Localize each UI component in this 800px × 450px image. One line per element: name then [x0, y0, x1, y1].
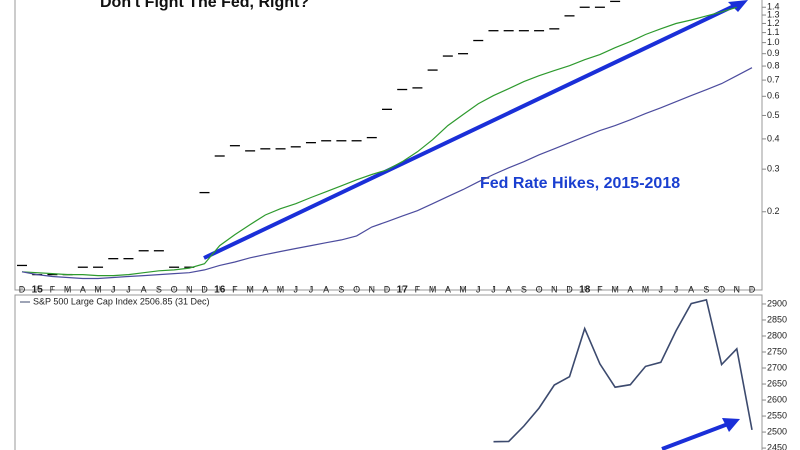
- x-tick-label: D: [19, 284, 26, 294]
- legend-label: S&P 500 Large Cap Index 2506.85 (31 Dec): [33, 296, 209, 306]
- x-tick-label: O: [171, 284, 178, 294]
- y-tick-label: 2800: [767, 330, 787, 340]
- x-tick-label: M: [277, 284, 285, 294]
- y-tick-label: 1.0: [767, 37, 780, 47]
- y-tick-label: 2700: [767, 362, 787, 372]
- x-tick-label: S: [338, 284, 344, 294]
- series-line: [21, 67, 753, 280]
- chart-title: Don't Fight The Fed, Right?: [100, 0, 309, 11]
- y-tick-label: 2600: [767, 394, 787, 404]
- y-tick-label: 2850: [767, 314, 787, 324]
- y-tick-label: 1.1: [767, 27, 780, 37]
- x-tick-label: J: [294, 284, 299, 294]
- x-tick-label: M: [64, 284, 72, 294]
- y-tick-label: 0.2: [767, 206, 780, 216]
- y-tick-label: 0.9: [767, 48, 780, 58]
- x-tick-label: M: [246, 284, 254, 294]
- x-tick-label: N: [734, 284, 741, 294]
- y-tick-label: 0.6: [767, 91, 780, 101]
- y-tick-label: 2900: [767, 298, 787, 308]
- x-tick-label: J: [309, 284, 314, 294]
- arrow-head: [728, 0, 748, 12]
- x-tick-label: A: [323, 284, 329, 294]
- x-tick-label: M: [611, 284, 619, 294]
- x-tick-label: F: [597, 284, 603, 294]
- series-line: [493, 298, 753, 443]
- trend-arrow: [661, 422, 729, 450]
- x-tick-label: F: [50, 284, 56, 294]
- x-tick-label: J: [659, 284, 664, 294]
- x-tick-label: A: [262, 284, 268, 294]
- annotation: Fed Rate Hikes, 2015-2018: [480, 175, 680, 192]
- y-tick-label: 0.5: [767, 110, 780, 120]
- x-tick-label: S: [521, 284, 527, 294]
- x-tick-label: 17: [397, 285, 409, 296]
- x-tick-label: A: [627, 284, 633, 294]
- x-tick-label: D: [201, 284, 208, 294]
- x-tick-label: 16: [214, 285, 226, 296]
- x-tick-label: N: [551, 284, 558, 294]
- x-tick-label: D: [384, 284, 391, 294]
- x-tick-label: S: [703, 284, 709, 294]
- x-tick-label: F: [232, 284, 238, 294]
- x-tick-label: O: [536, 284, 543, 294]
- x-tick-label: A: [141, 284, 147, 294]
- x-tick-label: O: [718, 284, 725, 294]
- y-tick-label: 2450: [767, 442, 787, 450]
- x-tick-label: N: [369, 284, 376, 294]
- x-tick-label: D: [749, 284, 756, 294]
- x-tick-label: M: [459, 284, 467, 294]
- y-tick-label: 0.4: [767, 133, 780, 143]
- x-tick-label: J: [476, 284, 481, 294]
- x-tick-label: A: [445, 284, 451, 294]
- x-tick-label: O: [353, 284, 360, 294]
- y-tick-label: 0.8: [767, 60, 780, 70]
- x-tick-label: M: [94, 284, 102, 294]
- x-tick-label: M: [642, 284, 650, 294]
- y-tick-label: 2750: [767, 346, 787, 356]
- x-tick-label: A: [506, 284, 512, 294]
- bottom-panel: [14, 294, 763, 450]
- y-tick-label: 2650: [767, 378, 787, 388]
- y-tick-label: 1.4: [767, 2, 780, 12]
- x-tick-label: A: [688, 284, 694, 294]
- y-tick-label: 1.2: [767, 18, 780, 28]
- y-tick-label: 2550: [767, 410, 787, 420]
- series-line: [21, 6, 737, 277]
- y-tick-label: 0.3: [767, 164, 780, 174]
- x-tick-label: D: [566, 284, 573, 294]
- x-tick-label: N: [186, 284, 193, 294]
- x-tick-label: A: [80, 284, 86, 294]
- x-tick-label: S: [156, 284, 162, 294]
- x-tick-label: 18: [579, 285, 591, 296]
- y-tick-label: 1.3: [767, 9, 780, 19]
- x-tick-label: J: [674, 284, 679, 294]
- x-tick-label: 15: [32, 285, 44, 296]
- y-tick-label: 2500: [767, 426, 787, 436]
- x-tick-label: J: [111, 284, 116, 294]
- y-tick-label: 0.7: [767, 74, 780, 84]
- x-tick-label: J: [126, 284, 131, 294]
- top-panel: [14, 0, 763, 291]
- x-tick-label: M: [429, 284, 437, 294]
- x-tick-label: J: [491, 284, 496, 294]
- x-tick-label: F: [415, 284, 421, 294]
- trend-arrow: [203, 2, 739, 260]
- arrow-head: [722, 418, 740, 432]
